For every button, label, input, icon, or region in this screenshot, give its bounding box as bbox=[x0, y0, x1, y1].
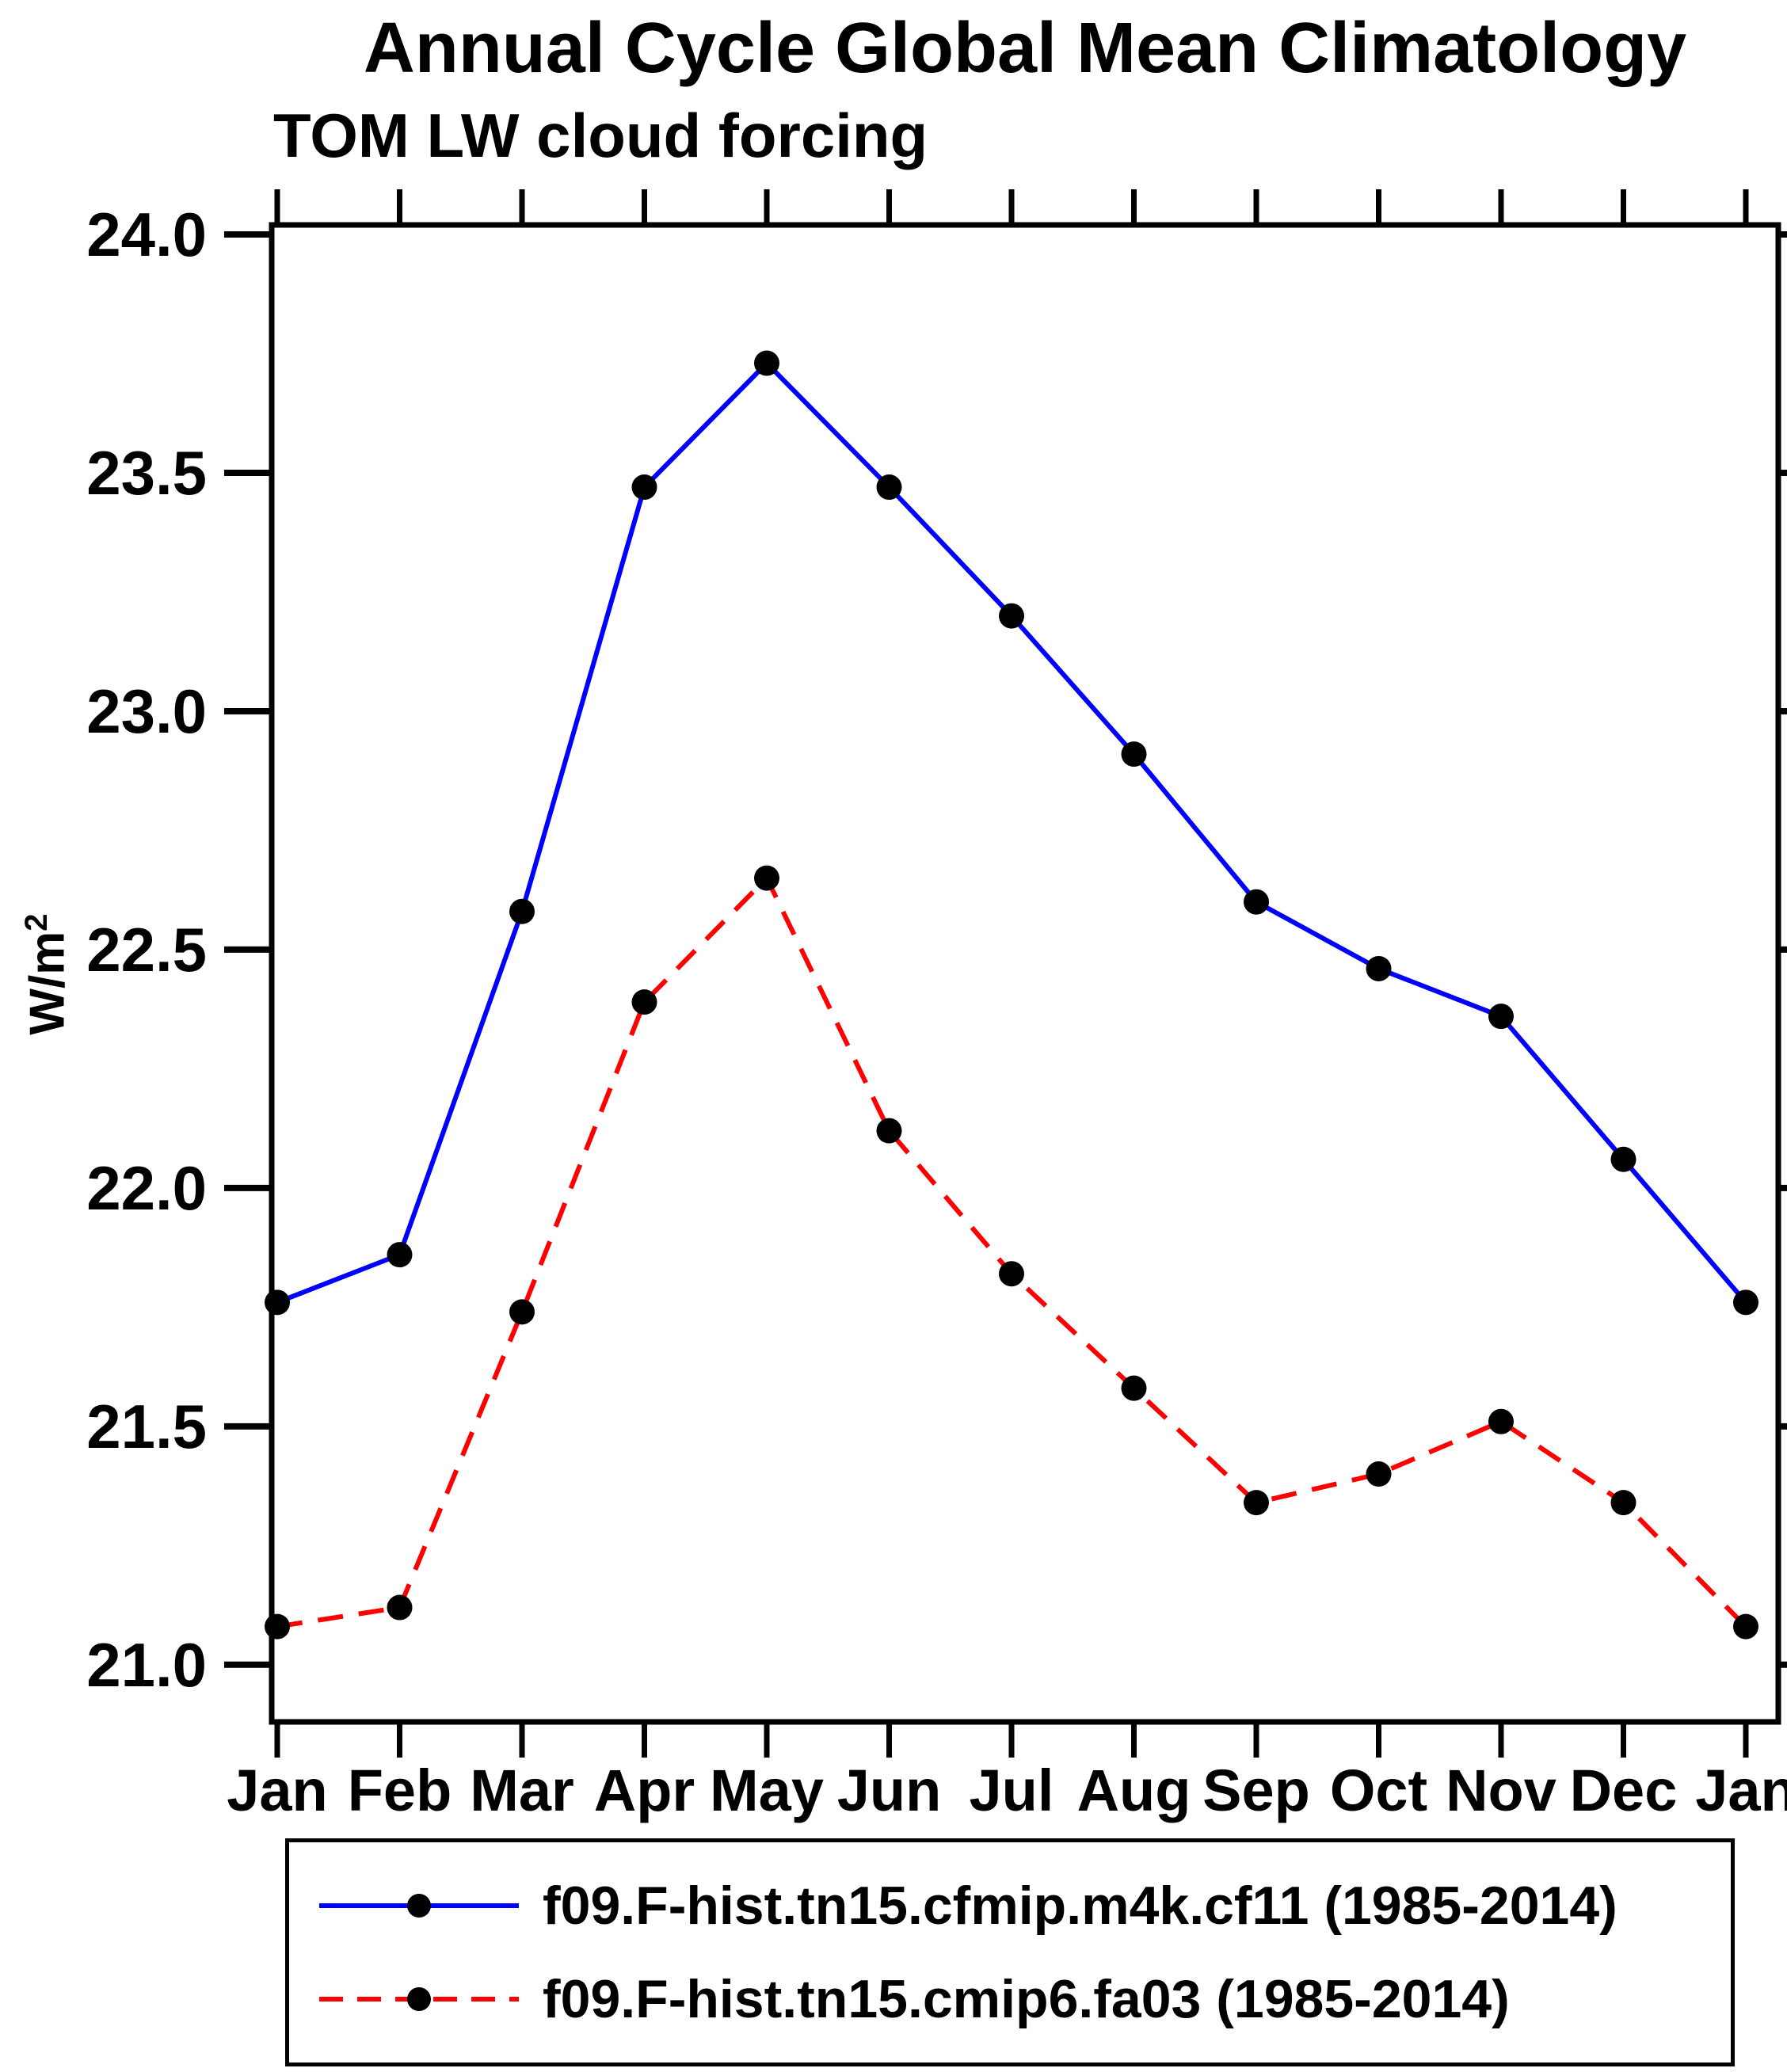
x-tick-label: Oct bbox=[1330, 1758, 1427, 1823]
y-tick-label: 22.5 bbox=[86, 915, 207, 985]
series-1 bbox=[265, 350, 1758, 1316]
y-tick-label: 23.5 bbox=[86, 438, 207, 508]
x-tick-label: Jan bbox=[1695, 1758, 1787, 1823]
data-point-marker bbox=[1121, 741, 1147, 767]
data-point-marker bbox=[1733, 1613, 1758, 1640]
data-point-marker bbox=[999, 603, 1024, 629]
data-point-marker bbox=[265, 1613, 290, 1640]
series-2 bbox=[265, 865, 1758, 1640]
y-tick-label: 21.0 bbox=[86, 1630, 207, 1700]
x-tick-label: Apr bbox=[594, 1758, 695, 1823]
data-point-marker bbox=[754, 350, 779, 376]
x-tick-label: Sep bbox=[1202, 1758, 1310, 1823]
x-tick-label: Nov bbox=[1446, 1758, 1556, 1823]
x-tick-label: May bbox=[710, 1758, 824, 1823]
x-tick-label: Feb bbox=[348, 1758, 452, 1823]
data-point-marker bbox=[1366, 1461, 1392, 1487]
legend-line-sample-series-1 bbox=[319, 1893, 519, 1918]
data-point-marker bbox=[1733, 1289, 1758, 1316]
data-point-marker bbox=[631, 989, 657, 1015]
x-axis: Jan Feb Mar Apr May Jun Jul Aug Sep Oct Nov Dec Jan bbox=[227, 189, 1787, 1823]
data-point-marker bbox=[999, 1261, 1024, 1287]
data-point-marker bbox=[387, 1594, 413, 1621]
y-tick-label: 21.5 bbox=[86, 1392, 207, 1461]
x-tick-label: Jan bbox=[227, 1758, 328, 1823]
data-point-marker bbox=[387, 1242, 413, 1268]
legend-label-series-1: f09.F-hist.tn15.cfmip.m4k.cf11 (1985-201… bbox=[543, 1875, 1617, 1936]
data-point-marker bbox=[265, 1289, 290, 1316]
legend-line-sample-series-2 bbox=[319, 1987, 519, 2012]
y-tick-label: 22.0 bbox=[86, 1153, 207, 1223]
data-point-marker bbox=[1244, 1490, 1269, 1516]
data-point-marker bbox=[1488, 1004, 1514, 1030]
x-tick-label: Aug bbox=[1077, 1758, 1191, 1823]
series-line-1 bbox=[276, 360, 1748, 1305]
x-tick-label: Jun bbox=[837, 1758, 942, 1823]
y-axis: 21.0 21.5 22.0 22.5 23.0 23.5 24.0 bbox=[86, 200, 1787, 1700]
x-tick-label: Dec bbox=[1570, 1758, 1678, 1823]
data-point-marker bbox=[876, 1118, 902, 1144]
legend-item-series-1: f09.F-hist.tn15.cfmip.m4k.cf11 (1985-201… bbox=[316, 1875, 1731, 1937]
plot-frame bbox=[269, 222, 1781, 1725]
legend-label-series-2: f09.F-hist.tn15.cmip6.fa03 (1985-2014) bbox=[543, 1969, 1510, 2030]
data-point-marker bbox=[509, 1299, 535, 1325]
data-point-marker bbox=[509, 898, 535, 924]
data-point-marker bbox=[1488, 1408, 1514, 1434]
data-point-marker bbox=[1610, 1490, 1636, 1516]
data-point-marker bbox=[754, 865, 779, 891]
y-tick-label: 23.0 bbox=[86, 676, 207, 746]
series-line-2 bbox=[276, 874, 1748, 1629]
data-point-marker bbox=[631, 474, 657, 501]
legend-sample-marker bbox=[407, 1893, 431, 1918]
legend: f09.F-hist.tn15.cfmip.m4k.cf11 (1985-201… bbox=[285, 1838, 1735, 2066]
data-point-marker bbox=[1121, 1375, 1147, 1401]
data-point-marker bbox=[1610, 1146, 1636, 1172]
x-tick-label: Mar bbox=[470, 1758, 574, 1823]
data-point-marker bbox=[1366, 955, 1392, 981]
chart-title: Annual Cycle Global Mean Climatology bbox=[363, 9, 1687, 88]
y-tick-label: 24.0 bbox=[86, 200, 207, 269]
data-point-marker bbox=[876, 474, 902, 501]
legend-sample-marker bbox=[407, 1987, 431, 2012]
chart-subtitle: TOM LW cloud forcing bbox=[273, 101, 928, 170]
x-tick-label: Jul bbox=[970, 1758, 1054, 1823]
data-point-marker bbox=[1244, 889, 1269, 915]
legend-item-series-2: f09.F-hist.tn15.cmip6.fa03 (1985-2014) bbox=[316, 1968, 1731, 2030]
